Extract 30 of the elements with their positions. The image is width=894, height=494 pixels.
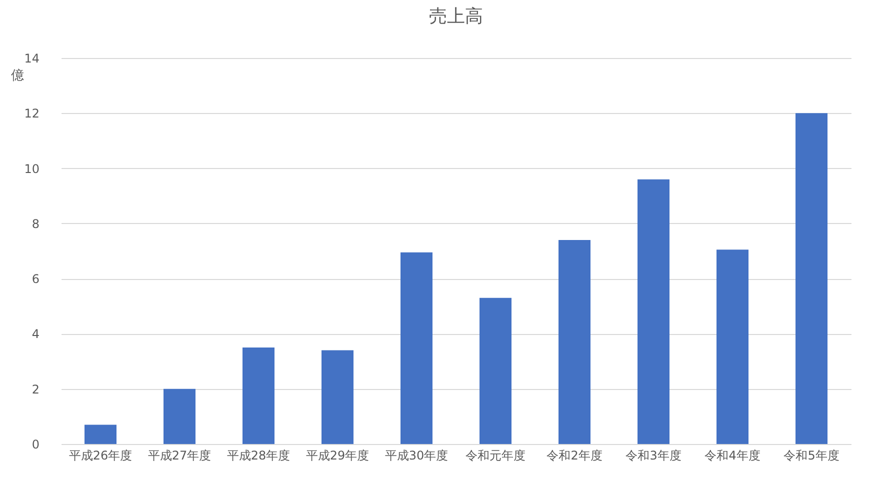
bar [796, 113, 828, 444]
bar [480, 298, 512, 444]
x-tick-label: 令和3年度 [626, 448, 682, 462]
bar [84, 424, 116, 444]
y-tick-label: 14 [24, 52, 40, 66]
y-tick-label: 4 [32, 327, 40, 342]
x-tick-label: 平成29年度 [306, 448, 370, 462]
y-tick-label: 6 [32, 272, 40, 286]
bar [400, 252, 432, 444]
x-tick-label: 令和4年度 [704, 448, 760, 462]
x-tick-label: 平成27年度 [148, 448, 212, 462]
x-tick-label: 平成26年度 [68, 448, 132, 462]
y-tick-label: 8 [32, 216, 40, 231]
y-tick-label: 10 [24, 162, 40, 176]
bar [716, 250, 748, 444]
x-tick-label: 令和5年度 [784, 448, 840, 462]
y-axis-title: 億 [11, 68, 24, 84]
chart-title: 売上高 [429, 6, 483, 27]
bar [164, 388, 196, 444]
x-tick-label: 令和2年度 [546, 448, 602, 462]
bar [242, 348, 274, 444]
x-tick-label: 平成30年度 [384, 448, 448, 462]
bar [558, 240, 590, 444]
x-tick-label: 令和元年度 [466, 448, 526, 462]
bar [322, 350, 354, 444]
y-tick-label: 0 [32, 438, 40, 452]
x-tick-label: 平成28年度 [226, 448, 290, 462]
y-tick-label: 2 [32, 382, 40, 396]
bar [638, 179, 670, 444]
y-tick-label: 12 [24, 106, 40, 121]
